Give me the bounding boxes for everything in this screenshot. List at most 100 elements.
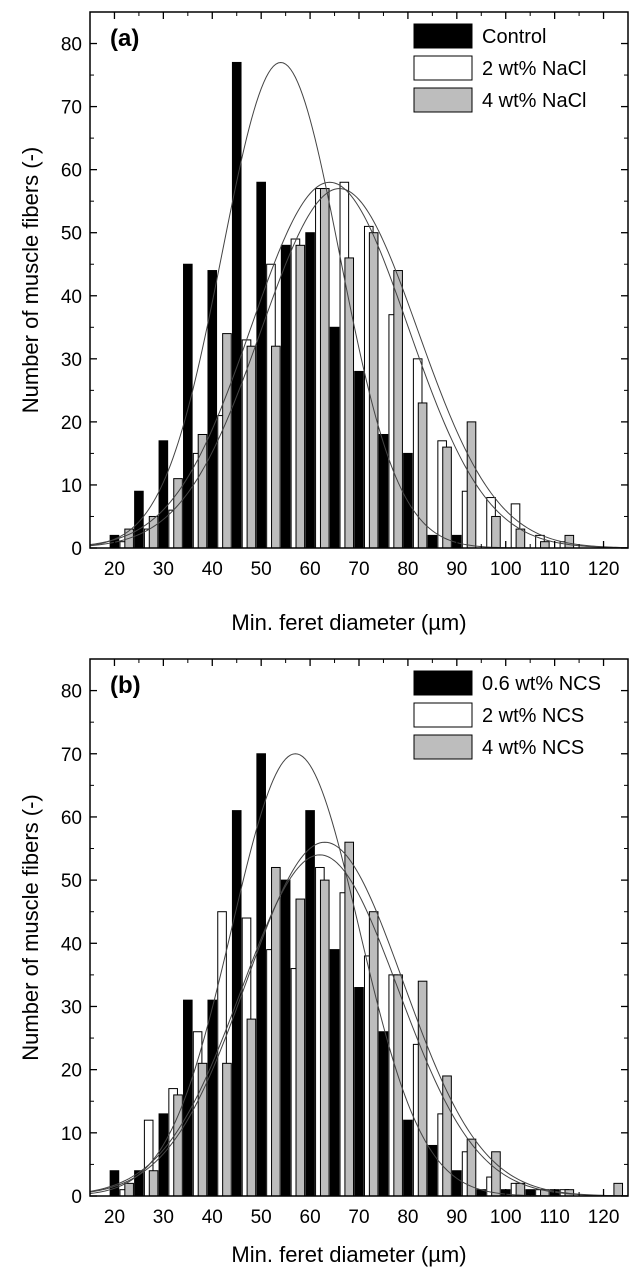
bar (319, 188, 330, 549)
bar (354, 987, 364, 1197)
bar (540, 541, 550, 549)
bar (403, 1119, 413, 1197)
bar (124, 1182, 134, 1197)
fit-curve-series-2 (89, 188, 629, 549)
bar (197, 433, 208, 549)
bar (393, 270, 403, 549)
x-axis-label: Min. feret diameter (µm) (231, 610, 466, 635)
x-tick-label: 50 (251, 1207, 272, 1228)
x-tick-label: 40 (202, 559, 223, 580)
fit-curve-series-3 (89, 841, 629, 1197)
bar (256, 181, 266, 549)
bar (329, 949, 340, 1197)
bar (305, 810, 315, 1197)
x-tick-label: 120 (588, 1207, 620, 1228)
y-tick-label: 30 (61, 350, 82, 371)
bar (491, 1151, 501, 1197)
bar (319, 879, 330, 1197)
x-tick-label: 40 (202, 1207, 223, 1228)
x-axis-label: Min. feret diameter (µm) (231, 1242, 466, 1267)
bar (295, 898, 306, 1197)
bar (515, 1182, 526, 1197)
x-tick-label: 50 (251, 559, 272, 580)
y-tick-label: 60 (61, 161, 82, 182)
x-tick-label: 70 (348, 559, 369, 580)
legend: Control 2 wt% NaCl 4 wt% NaCl (413, 23, 586, 113)
legend-entry: 2 wt% NaCl (482, 58, 586, 80)
bar (271, 345, 281, 549)
bar (183, 263, 193, 549)
bar (197, 1062, 208, 1197)
y-tick-label: 50 (61, 224, 82, 245)
y-tick-label: 20 (61, 1061, 82, 1082)
fit-curve-series-3 (89, 181, 629, 549)
y-tick-label: 0 (71, 1187, 82, 1208)
x-tick-label: 110 (539, 1207, 569, 1228)
y-tick-label: 0 (71, 539, 82, 560)
x-tick-label: 60 (300, 1207, 321, 1228)
bar (417, 402, 428, 549)
y-tick-label: 70 (61, 745, 82, 766)
y-tick-label: 40 (61, 934, 82, 955)
legend-swatch (413, 670, 473, 696)
legend-swatch (413, 702, 473, 728)
y-tick-label: 80 (61, 35, 82, 56)
series-1-bars (109, 753, 560, 1197)
legend-entry: 4 wt% NCS (482, 737, 584, 759)
fit-curve-series-2 (89, 854, 629, 1197)
bar (368, 911, 379, 1197)
bar (207, 999, 218, 1197)
bar (231, 61, 242, 549)
bar (368, 232, 379, 549)
x-tick-label: 20 (104, 1207, 125, 1228)
bar (173, 478, 183, 549)
bar (256, 753, 266, 1197)
bar (564, 534, 575, 549)
x-tick-label: 90 (446, 1207, 467, 1228)
legend: 0.6 wt% NCS 2 wt% NCS 4 wt% NCS (413, 670, 601, 760)
legend-entry: 2 wt% NCS (482, 705, 584, 727)
bar (246, 1018, 257, 1197)
bar (417, 980, 428, 1197)
y-tick-label: 20 (61, 413, 82, 434)
bar (280, 244, 291, 549)
y-tick-label: 70 (61, 98, 82, 119)
legend-swatch (413, 55, 473, 81)
bar (305, 232, 315, 549)
y-tick-label: 30 (61, 997, 82, 1018)
bar (148, 1170, 159, 1197)
bar (442, 446, 452, 549)
y-tick-label: 80 (61, 682, 82, 703)
y-tick-label: 40 (61, 287, 82, 308)
legend-swatch (413, 734, 473, 760)
bar (158, 440, 169, 549)
x-tick-label: 60 (300, 559, 321, 580)
legend-swatch (413, 23, 473, 49)
bar (207, 270, 218, 549)
x-tick-label: 80 (397, 1207, 418, 1228)
y-axis-label: Number of muscle fibers (-) (18, 794, 43, 1061)
series-2-bars (119, 181, 570, 549)
legend-entry: Control (482, 26, 546, 48)
chart-panel-b: 20 30 40 50 60 70 80 90 100 110 120 0 10 20 30 40 50 60 70… (18, 658, 629, 1267)
bar (344, 841, 355, 1197)
legend-entry: 0.6 wt% NCS (482, 673, 601, 695)
x-tick-label: 100 (490, 559, 522, 580)
y-tick-label: 50 (61, 871, 82, 892)
x-tick-label: 90 (446, 559, 467, 580)
bar (442, 1075, 452, 1197)
y-tick-label: 10 (61, 1124, 82, 1145)
bar (491, 515, 501, 549)
bar (329, 326, 340, 549)
y-axis-label: Number of muscle fibers (-) (18, 147, 43, 414)
series-3-bars (124, 188, 575, 549)
y-tick-label: 60 (61, 808, 82, 829)
x-tick-label: 80 (397, 559, 418, 580)
legend-swatch (413, 87, 473, 113)
x-tick-label: 70 (348, 1207, 369, 1228)
bar (354, 370, 364, 549)
x-tick-label: 110 (539, 559, 569, 580)
bar (158, 1113, 169, 1197)
bar (246, 345, 257, 549)
